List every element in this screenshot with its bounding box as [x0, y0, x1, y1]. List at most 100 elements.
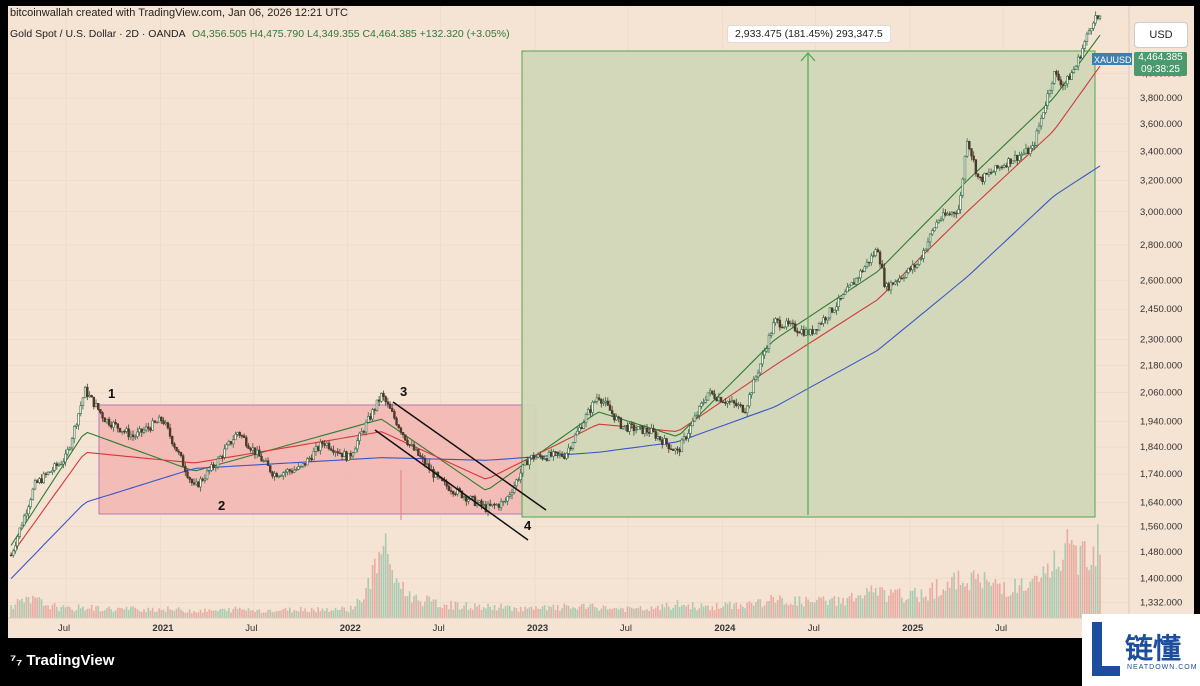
candle: [504, 497, 507, 504]
candle-body: [776, 318, 779, 321]
candle: [981, 174, 984, 185]
candle: [1098, 15, 1102, 21]
candle: [652, 424, 655, 433]
candle: [1013, 150, 1017, 163]
volume-bar: [772, 597, 775, 618]
candle-body: [761, 354, 764, 365]
candle: [194, 478, 198, 487]
volume-bar: [498, 607, 500, 618]
candle-body: [602, 401, 605, 404]
candle: [340, 452, 344, 461]
candle-body: [937, 220, 941, 223]
y-tick-label: 2,300.000: [1140, 335, 1182, 346]
volume-bar: [1090, 564, 1093, 618]
volume-bar: [829, 599, 831, 618]
candle: [526, 456, 529, 466]
volume-bar: [667, 606, 670, 618]
candle: [57, 462, 61, 468]
volume-bar: [914, 587, 916, 618]
volume-bar: [1005, 596, 1008, 618]
candle: [1044, 101, 1047, 115]
candle-body: [99, 409, 102, 413]
wave-label-2: 2: [218, 498, 225, 513]
candle: [913, 264, 917, 273]
candle: [691, 417, 694, 427]
candle-body: [236, 432, 239, 435]
candle-body: [809, 329, 812, 336]
candle: [859, 268, 862, 282]
volume-bar: [746, 602, 748, 618]
wave-label-1: 1: [108, 386, 115, 401]
volume-bar: [678, 607, 681, 618]
candle-body: [628, 423, 631, 432]
volume-bar: [16, 598, 19, 618]
candle: [743, 407, 747, 414]
candle-body: [240, 435, 244, 437]
volume-bar: [663, 607, 666, 618]
candle: [1000, 164, 1004, 170]
volume-bar: [378, 551, 380, 618]
candle: [59, 460, 63, 466]
candle-body: [16, 536, 19, 547]
candle-body: [828, 307, 832, 319]
y-tick-label: 3,200.000: [1140, 176, 1182, 187]
candle: [467, 497, 470, 505]
volume-bar: [554, 609, 557, 618]
candle-body: [1018, 155, 1021, 161]
candle: [602, 398, 605, 407]
candle-body: [1048, 90, 1052, 94]
candle: [18, 527, 21, 539]
candle: [543, 455, 546, 460]
volume-bar: [541, 606, 544, 618]
volume-bar: [286, 610, 289, 618]
candle-body: [996, 165, 999, 169]
volume-bar: [861, 598, 864, 618]
candle: [236, 431, 239, 437]
candle: [369, 413, 372, 421]
candle-body: [229, 441, 233, 445]
candle: [177, 448, 180, 456]
candle: [872, 251, 875, 258]
candle-body: [138, 428, 141, 433]
volume-bar: [140, 611, 143, 618]
volume-bar: [842, 597, 844, 618]
candle: [227, 439, 231, 446]
candle-body: [656, 436, 660, 439]
candle-body: [693, 415, 697, 422]
tradingview-logo[interactable]: ⁷₇ TradingView: [10, 652, 114, 669]
candle-body: [552, 451, 555, 457]
volume-bar: [528, 607, 531, 618]
candle: [151, 417, 154, 432]
volume-bar: [432, 599, 435, 618]
candle-body: [284, 471, 287, 474]
volume-bar: [589, 604, 592, 618]
volume-bar: [123, 609, 126, 618]
candle-body: [541, 456, 544, 460]
candle: [926, 237, 930, 253]
candle-body: [140, 428, 143, 433]
candle-body: [225, 444, 228, 450]
candle-body: [837, 297, 840, 308]
candle: [626, 422, 629, 433]
volume-bar: [689, 609, 692, 618]
candle: [1085, 31, 1089, 46]
candle: [591, 400, 594, 417]
currency-button[interactable]: USD: [1134, 22, 1188, 48]
volume-bar: [933, 598, 936, 618]
volume-bar: [365, 587, 367, 618]
volume-bar: [922, 597, 925, 618]
volume-bar: [1033, 575, 1036, 618]
candle-body: [417, 448, 420, 456]
volume-bar: [868, 591, 870, 618]
candle: [863, 265, 866, 272]
volume-bar: [195, 612, 197, 618]
volume-bar: [58, 611, 60, 618]
candle: [974, 159, 978, 177]
volume-bar: [894, 589, 897, 618]
volume-bar: [127, 610, 130, 618]
candle-body: [218, 456, 222, 459]
candle: [386, 397, 390, 408]
candle-body: [772, 322, 775, 335]
volume-bar: [916, 596, 918, 618]
